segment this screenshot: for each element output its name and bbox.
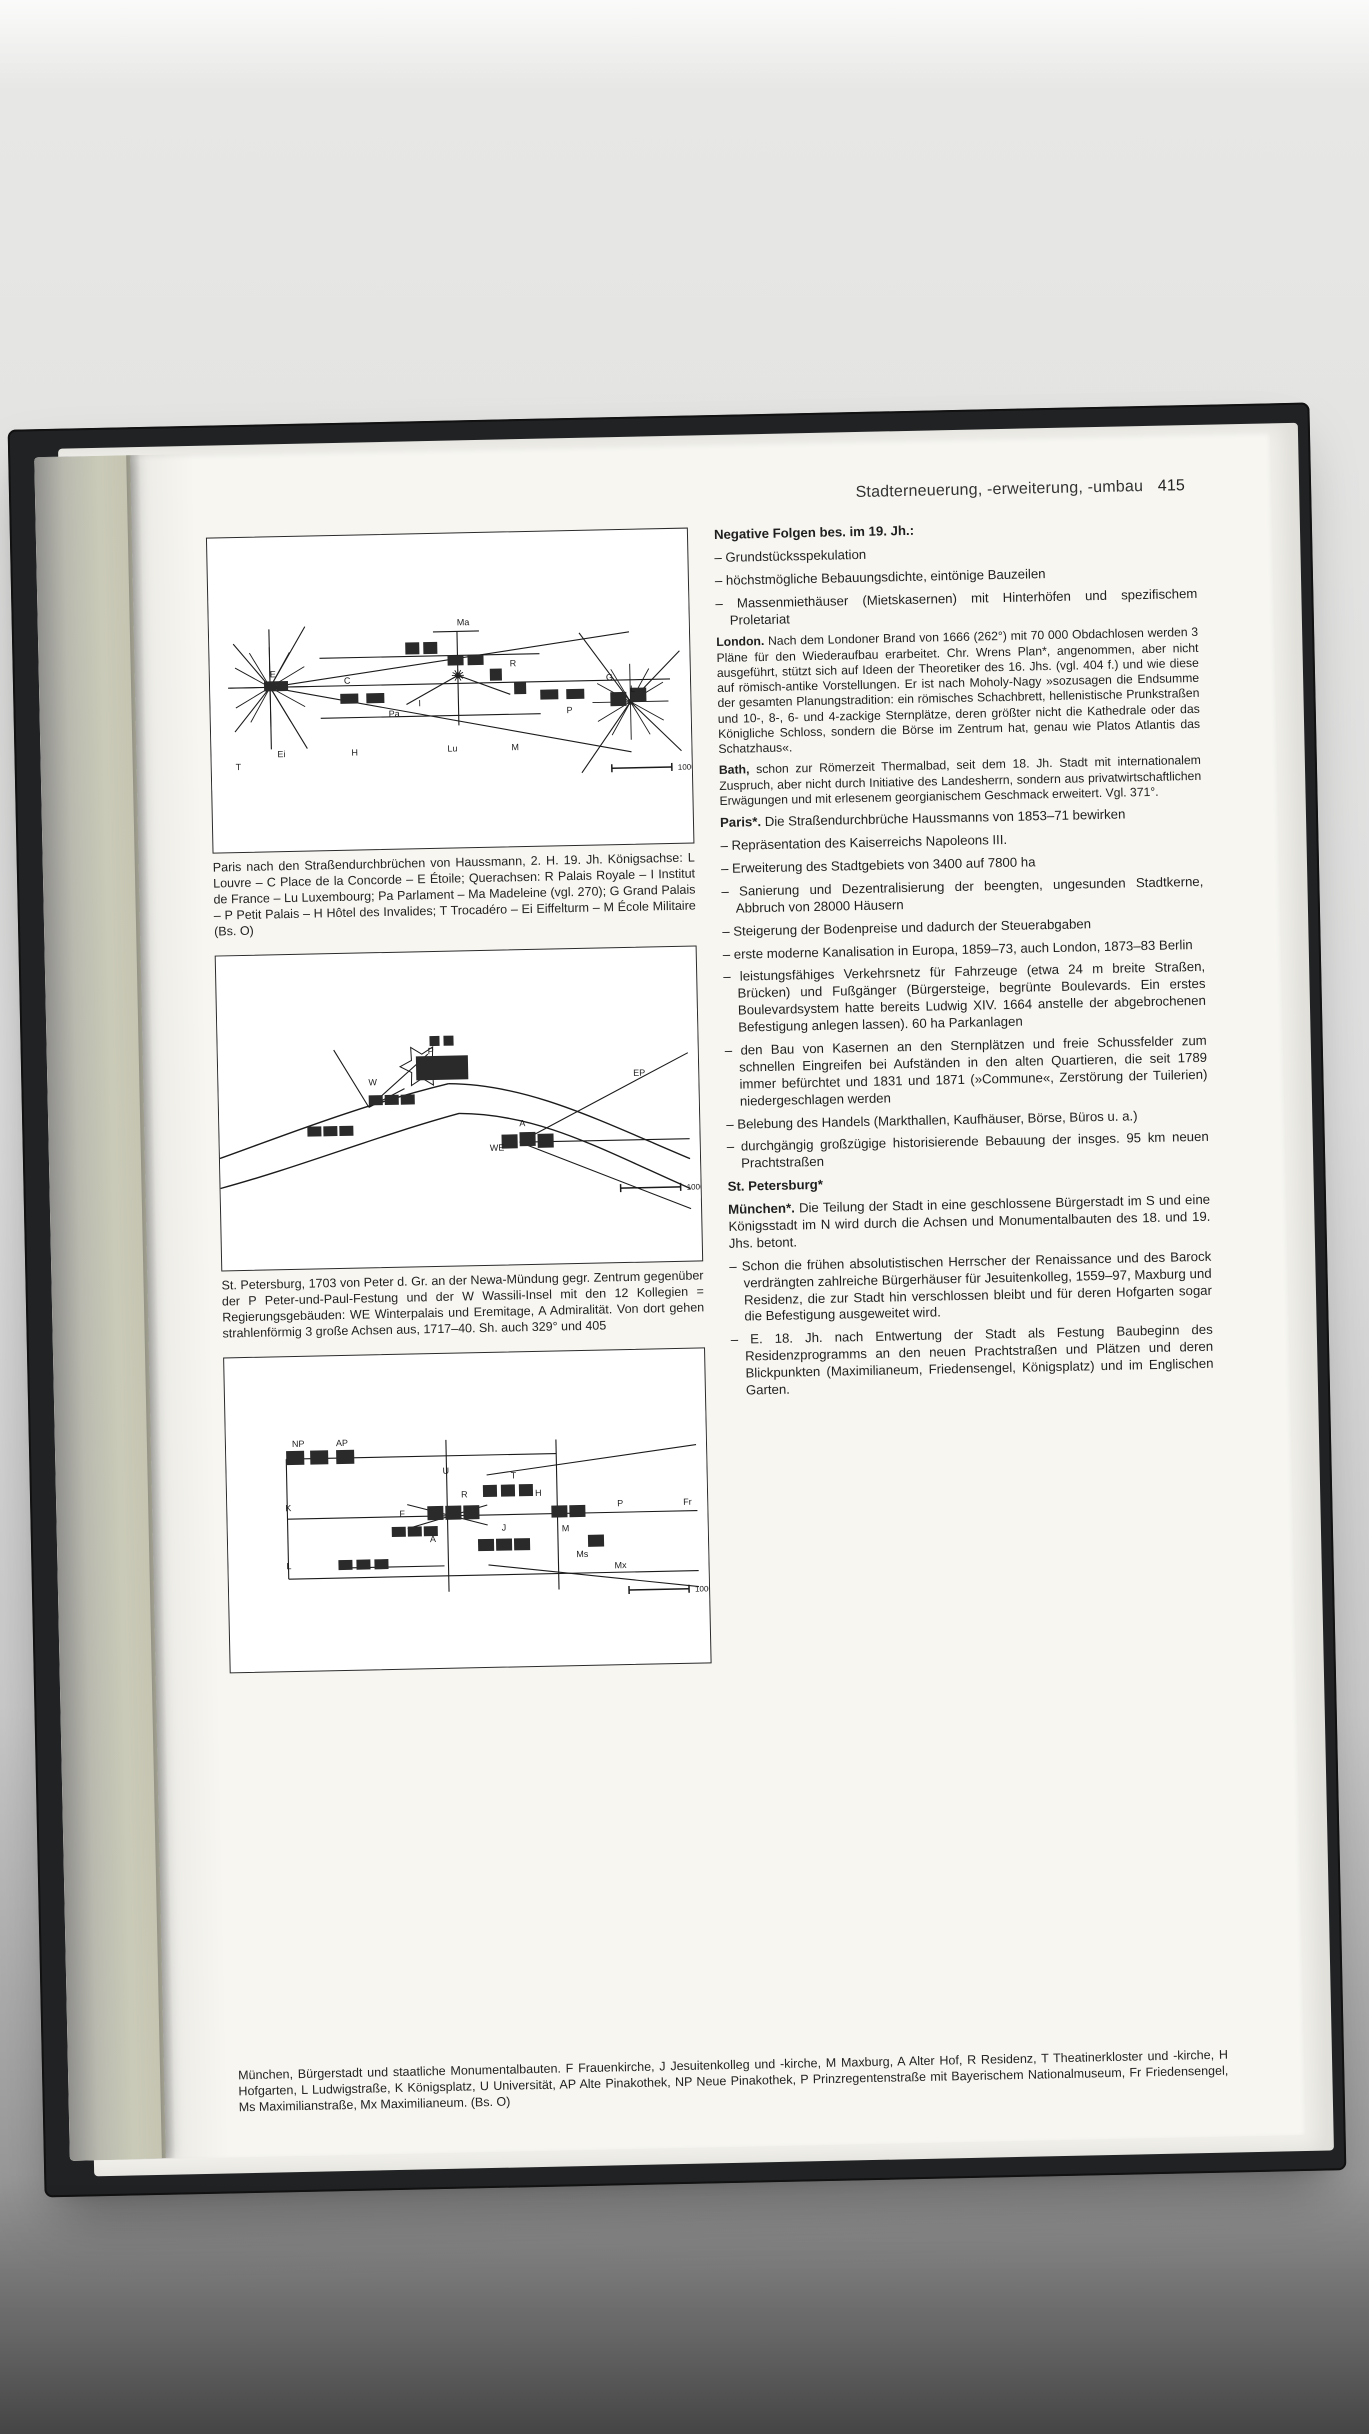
svg-text:L: L bbox=[286, 1561, 291, 1571]
munich-bullet: Schon die frühen absolutistischen Herrsc… bbox=[729, 1249, 1212, 1327]
right-column: Negative Folgen bes. im 19. Jh.: Grundst… bbox=[714, 517, 1229, 2093]
map-svg: E L Ma R I P C Pa G T Ei H Lu M 1000 bbox=[207, 529, 693, 853]
paris-bullet: den Bau von Kasernen an den Sternplätzen… bbox=[725, 1033, 1208, 1111]
caption-paris: Paris nach den Straßendurchbrüchen von H… bbox=[213, 849, 697, 939]
svg-text:W: W bbox=[368, 1077, 377, 1087]
heading-stpetersburg: St. Petersburg* bbox=[727, 1169, 1209, 1196]
paris-bullet: Steigerung der Bodenpreise und dadurch d… bbox=[722, 913, 1204, 940]
svg-text:Ms: Ms bbox=[576, 1549, 589, 1559]
svg-text:M: M bbox=[511, 742, 519, 752]
svg-text:Ei: Ei bbox=[277, 749, 285, 759]
svg-text:A: A bbox=[430, 1534, 436, 1544]
paris-bullet: Sanierung und Dezentralisierung der been… bbox=[721, 874, 1204, 918]
svg-text:M: M bbox=[562, 1523, 570, 1533]
paris-bullet: Erweiterung des Stadtgebiets von 3400 au… bbox=[721, 851, 1203, 878]
gutter-shadow bbox=[34, 454, 230, 2161]
svg-text:WE: WE bbox=[490, 1143, 505, 1153]
svg-text:1000: 1000 bbox=[678, 762, 694, 771]
para-london: London. Nach dem Londoner Brand von 1666… bbox=[716, 625, 1200, 757]
svg-text:I: I bbox=[418, 698, 421, 708]
page-number: 415 bbox=[1158, 477, 1186, 495]
svg-text:R: R bbox=[510, 658, 517, 668]
para-paris-lead: Paris*. Die Straßendurchbrüche Haussmann… bbox=[720, 805, 1202, 832]
right-page: Stadterneuerung, -erweiterung, -umbau 41… bbox=[34, 431, 1305, 2161]
svg-text:1000: 1000 bbox=[687, 1182, 703, 1191]
svg-text:F: F bbox=[399, 1509, 405, 1519]
page-content: E L Ma R I P C Pa G T Ei H Lu M 1000 Paris nach den St… bbox=[206, 517, 1229, 2103]
caption-stpetersburg: St. Petersburg, 1703 von Peter d. Gr. an… bbox=[221, 1267, 704, 1341]
svg-text:Pa: Pa bbox=[389, 709, 400, 719]
svg-text:Mx: Mx bbox=[614, 1560, 627, 1570]
svg-text:H: H bbox=[535, 1488, 542, 1498]
svg-text:EP: EP bbox=[633, 1068, 645, 1078]
svg-text:P: P bbox=[617, 1498, 623, 1508]
lead-heading: Negative Folgen bes. im 19. Jh.: bbox=[714, 523, 914, 542]
svg-text:U: U bbox=[442, 1466, 449, 1476]
figure-munich-map: NP AP K U R T H F A J M L P Fr Ms Mx 1000 bbox=[223, 1347, 712, 1673]
svg-text:K: K bbox=[285, 1503, 291, 1513]
map-svg: AWEPWEP1000 bbox=[216, 946, 702, 1270]
svg-text:J: J bbox=[502, 1523, 507, 1533]
paris-bullet: Belebung des Handels (Markthallen, Kaufh… bbox=[726, 1106, 1208, 1133]
photo-scene: Stadterneuerung, -erweiterung, -umbau 41… bbox=[0, 0, 1369, 2434]
svg-text:A: A bbox=[519, 1118, 525, 1128]
svg-text:E: E bbox=[270, 669, 276, 679]
top-light bbox=[0, 0, 1369, 90]
map-svg: NP AP K U R T H F A J M L P Fr Ms Mx 1000 bbox=[224, 1348, 710, 1672]
paris-bullet: Repräsentation des Kaiserreichs Napoleon… bbox=[720, 828, 1202, 855]
para-bath: Bath, schon zur Römerzeit Thermalbad, se… bbox=[719, 753, 1202, 809]
svg-text:NP: NP bbox=[292, 1439, 305, 1449]
svg-text:L: L bbox=[630, 684, 635, 694]
paris-bullet: durchgängig großzügige historisierende B… bbox=[727, 1129, 1210, 1173]
figure-paris-map: E L Ma R I P C Pa G T Ei H Lu M 1000 bbox=[206, 528, 695, 854]
running-head-title: Stadterneuerung, -erweiterung, -umbau bbox=[855, 478, 1143, 501]
paris-bullet: erste moderne Kanalisation in Europa, 18… bbox=[723, 936, 1205, 963]
svg-text:Lu: Lu bbox=[447, 743, 457, 753]
running-head: Stadterneuerung, -erweiterung, -umbau 41… bbox=[855, 477, 1185, 502]
svg-text:Fr: Fr bbox=[683, 1497, 692, 1507]
svg-text:T: T bbox=[511, 1470, 517, 1480]
figure-stpetersburg-map: AWEPWEP1000 bbox=[215, 945, 704, 1271]
desk-shadow bbox=[0, 2174, 1369, 2434]
svg-text:P: P bbox=[428, 1046, 434, 1056]
svg-text:AP: AP bbox=[336, 1438, 348, 1448]
lead-bullet: höchstmögliche Bebauungsdichte, eintönig… bbox=[715, 563, 1197, 590]
svg-text:G: G bbox=[606, 672, 613, 682]
munich-bullet: E. 18. Jh. nach Entwertung der Stadt als… bbox=[731, 1322, 1214, 1400]
paris-bullet: leistungsfähiges Verkehrsnetz für Fahrze… bbox=[723, 959, 1206, 1037]
svg-text:1000: 1000 bbox=[695, 1584, 711, 1593]
svg-text:R: R bbox=[461, 1489, 468, 1499]
london-body: Nach dem Londoner Brand von 1666 (262°) … bbox=[716, 625, 1200, 756]
lead-bullet: Massenmiethäuser (Mietskasernen) mit Hin… bbox=[715, 586, 1198, 630]
para-munich-lead: München*. Die Teilung der Stadt in eine … bbox=[728, 1192, 1211, 1253]
svg-text:T: T bbox=[236, 762, 242, 772]
lead-bullet: Grundstücksspekulation bbox=[714, 540, 1196, 567]
svg-text:C: C bbox=[344, 676, 351, 686]
left-column: E L Ma R I P C Pa G T Ei H Lu M 1000 Paris nach den St… bbox=[206, 528, 721, 2104]
svg-text:P: P bbox=[567, 705, 573, 715]
svg-text:Ma: Ma bbox=[457, 617, 470, 627]
svg-text:H: H bbox=[351, 748, 358, 758]
open-book: Stadterneuerung, -erweiterung, -umbau 41… bbox=[22, 417, 1328, 2183]
